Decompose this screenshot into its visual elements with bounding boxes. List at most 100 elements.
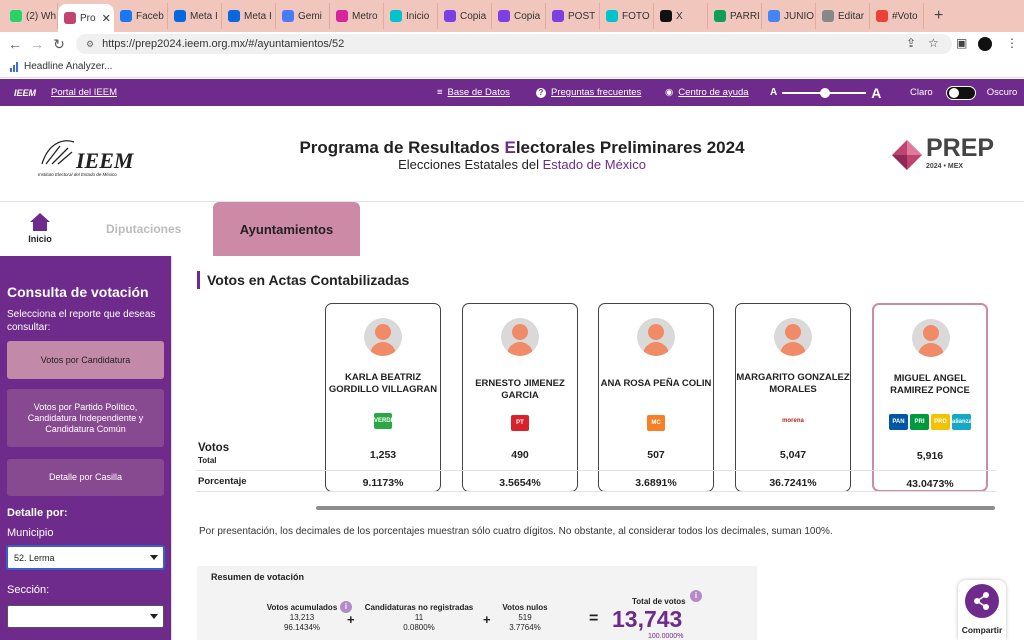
- reload-icon[interactable]: ↻: [53, 35, 65, 52]
- forward-icon[interactable]: →: [30, 36, 44, 52]
- prep-icon: [64, 12, 76, 24]
- database-icon: ≡: [437, 87, 443, 98]
- browser-tab-label: Pro: [80, 12, 96, 24]
- party-logos: MC: [599, 415, 713, 431]
- candidate-votes: 5,916: [916, 450, 944, 462]
- base-datos-link[interactable]: Base de Datos: [447, 87, 510, 98]
- menu-kebab-icon[interactable]: ⋮: [1006, 36, 1018, 50]
- votos-nulos: Votos nulos 519 3.7764%: [497, 603, 553, 633]
- browser-tab[interactable]: JUNIO: [762, 3, 816, 29]
- person-avatar-icon: [912, 319, 950, 357]
- no-registradas-pct: 0.0800%: [403, 623, 435, 632]
- chevron-down-icon: [150, 614, 158, 619]
- browser-tab[interactable]: X: [654, 3, 708, 29]
- back-icon[interactable]: ←: [8, 36, 22, 52]
- browser-tab[interactable]: Meta I: [168, 3, 222, 29]
- candidate-card: KARLA BEATRIZ GORDILLO VILLAGRAN VERDE 1,2…: [325, 303, 441, 492]
- municipio-label: Municipio: [7, 527, 54, 539]
- browser-tab[interactable]: (2) Wh: [4, 3, 58, 29]
- person-avatar-icon: [364, 318, 402, 356]
- share-button[interactable]: Compartir: [958, 580, 1006, 640]
- votos-candidatura-button[interactable]: Votos por Candidatura: [7, 341, 164, 379]
- share-page-icon[interactable]: ⇪: [906, 36, 917, 50]
- page-title: Programa de Resultados Electorales Preli…: [299, 138, 745, 157]
- browser-tab[interactable]: Editar: [816, 3, 870, 29]
- info-icon[interactable]: i: [690, 590, 702, 602]
- party-logos: PAN PRI PRD alianza: [874, 414, 986, 430]
- browser-tab[interactable]: PARRI: [708, 3, 762, 29]
- browser-tab[interactable]: #Voto: [870, 3, 924, 29]
- new-tab-button[interactable]: +: [934, 7, 944, 24]
- resumen-panel: Resumen de votación Votos acumulados 13,…: [197, 566, 757, 640]
- theme-toggle[interactable]: [945, 85, 976, 100]
- browser-tab[interactable]: Inicio: [384, 3, 438, 29]
- prep-logo[interactable]: PREP 2024 • MEX: [890, 134, 1010, 176]
- font-size-slider[interactable]: [782, 87, 867, 98]
- preguntas-link[interactable]: Preguntas frecuentes: [551, 87, 642, 98]
- editar-icon: [822, 10, 834, 22]
- copia-icon: [498, 10, 510, 22]
- close-tab-icon[interactable]: ✕: [101, 12, 111, 25]
- browser-tab[interactable]: Pro ✕: [58, 4, 114, 32]
- nav-inicio[interactable]: Inicio: [22, 212, 58, 244]
- browser-tab[interactable]: Gemi: [276, 3, 330, 29]
- prep-logo-text: PREP: [926, 134, 995, 162]
- browser-tab[interactable]: Metro: [330, 3, 384, 29]
- url-text: https://prep2024.ieem.org.mx/#/ayuntamie…: [102, 38, 345, 50]
- candidate-percentage: 3.5654%: [499, 477, 541, 489]
- info-icon[interactable]: i: [340, 601, 352, 613]
- sidepanel-icon[interactable]: ▣: [956, 36, 968, 50]
- detalle-casilla-button[interactable]: Detalle por Casilla: [7, 459, 164, 496]
- votos-partido-button[interactable]: Votos por Partido Político, Candidatura …: [7, 389, 164, 447]
- bookmark-star-icon[interactable]: ☆: [928, 36, 939, 50]
- font-increase-button[interactable]: A: [871, 84, 882, 101]
- bookmark-headline-analyzer[interactable]: Headline Analyzer...: [24, 61, 113, 72]
- seccion-select[interactable]: [7, 605, 164, 628]
- porcentaje-row-label: Porcentaje: [198, 476, 247, 487]
- browser-tab[interactable]: Faceb: [114, 3, 168, 29]
- votos-acumulados-value: 13,213: [289, 613, 315, 622]
- row-divider: [196, 491, 996, 492]
- ayuda-link[interactable]: Centro de ayuda: [678, 87, 749, 98]
- candidate-name: MIGUEL ANGEL RAMIREZ PONCE: [890, 373, 970, 396]
- font-decrease-button[interactable]: A: [770, 87, 778, 98]
- profile-avatar[interactable]: [978, 37, 992, 51]
- ieem-logo-text: IEEM: [76, 148, 134, 173]
- candidate-name: KARLA BEATRIZ GORDILLO VILLAGRAN: [328, 372, 438, 395]
- tab-diputaciones[interactable]: Diputaciones: [106, 222, 182, 236]
- candidate-percentage: 43.0473%: [906, 478, 954, 490]
- browser-tab-label: Copia: [514, 10, 541, 22]
- browser-tab[interactable]: Copia: [438, 3, 492, 29]
- browser-tab-label: Metro: [352, 10, 378, 22]
- chevron-down-icon: [150, 555, 158, 560]
- browser-tab[interactable]: Copia: [492, 3, 546, 29]
- browser-tab-label: Meta I: [244, 10, 272, 22]
- browser-tab-label: Gemi: [298, 10, 322, 22]
- browser-tab[interactable]: Meta I: [222, 3, 276, 29]
- browser-tab-label: #Voto: [892, 10, 918, 22]
- meta-icon: [174, 10, 186, 22]
- sheets-icon: [714, 10, 726, 22]
- ieem-logo[interactable]: IEEM Instituto Electoral del Estado de M…: [38, 134, 142, 182]
- candidate-votes: 5,047: [779, 449, 807, 461]
- candidate-name: MARGARITO GONZALEZ MORALES: [736, 372, 850, 395]
- party-logo: morena: [782, 418, 804, 424]
- browser-tab-label: Inicio: [406, 10, 430, 22]
- site-info-icon[interactable]: ⚙: [86, 38, 95, 49]
- browser-tab[interactable]: POST: [546, 3, 600, 29]
- horizontal-scrollbar[interactable]: [316, 506, 995, 510]
- browser-tab[interactable]: FOTO: [600, 3, 654, 29]
- candidate-name: ERNESTO JIMENEZ GARCIA: [475, 378, 565, 401]
- candidate-card: ANA ROSA PEÑA COLIN MC 507 3.6891%: [598, 303, 714, 492]
- portal-link[interactable]: Portal del IEEM: [51, 87, 118, 98]
- candidate-card: MIGUEL ANGEL RAMIREZ PONCE PAN PRI PRD alian…: [872, 303, 988, 492]
- address-bar[interactable]: ⚙ https://prep2024.ieem.org.mx/#/ayuntam…: [76, 34, 952, 54]
- candidate-name: ANA ROSA PEÑA COLIN: [600, 378, 712, 389]
- whatsapp-icon: [10, 10, 22, 22]
- detalle-por-label: Detalle por:: [7, 507, 68, 519]
- municipio-select[interactable]: 52. Lerma: [7, 546, 164, 569]
- person-avatar-icon: [774, 318, 812, 356]
- total-votos-pct: 100.0000%: [648, 633, 684, 640]
- gmail-icon: [876, 10, 888, 22]
- tab-ayuntamientos[interactable]: Ayuntamientos: [213, 202, 360, 256]
